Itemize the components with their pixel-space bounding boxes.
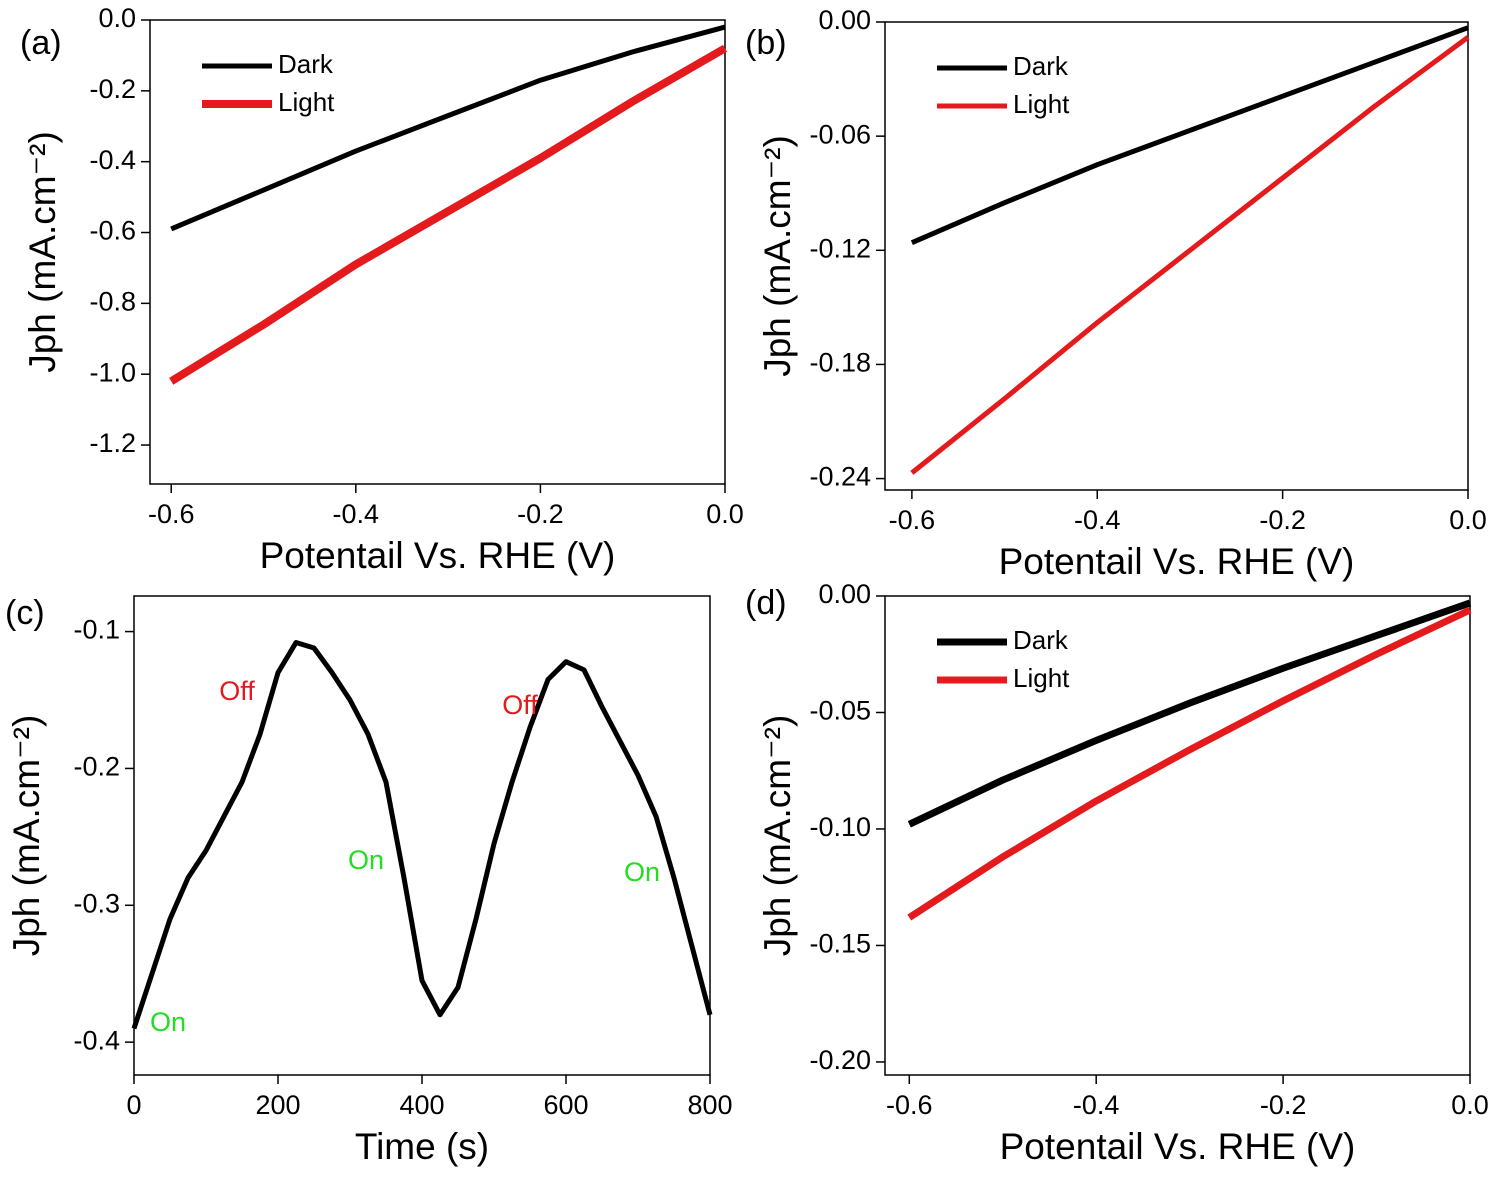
- y-axis-label: Jph (mA.cm⁻²): [22, 131, 63, 373]
- y-tick-label: -0.05: [809, 696, 871, 726]
- legend-label: Dark: [1013, 625, 1069, 655]
- y-tick-label: 0.00: [818, 579, 871, 609]
- annotation: On: [150, 1007, 186, 1037]
- legend-label: Dark: [1013, 51, 1069, 81]
- plot-frame: [884, 21, 1469, 491]
- x-tick-label: -0.2: [1259, 505, 1306, 535]
- annotation: On: [624, 857, 660, 887]
- x-tick-label: 0.0: [1449, 505, 1487, 535]
- y-axis-label: Jph (mA.cm⁻²): [6, 715, 47, 957]
- y-tick-label: -0.20: [809, 1045, 871, 1075]
- x-tick-label: 400: [399, 1090, 444, 1120]
- x-tick-label: -0.6: [148, 499, 195, 529]
- y-tick-label: -0.15: [809, 929, 871, 959]
- x-axis-label: Potentail Vs. RHE (V): [260, 535, 616, 576]
- y-tick-label: -0.12: [809, 233, 871, 263]
- y-axis-label: Jph (mA.cm⁻²): [757, 715, 798, 957]
- x-tick-label: 600: [543, 1090, 588, 1120]
- y-tick-label: -1.0: [89, 357, 136, 387]
- x-tick-label: -0.4: [1074, 505, 1121, 535]
- y-tick-label: -0.24: [809, 462, 871, 492]
- legend-label: Light: [278, 87, 335, 117]
- y-tick-label: 0.00: [818, 5, 871, 35]
- x-tick-label: -0.6: [886, 1090, 933, 1120]
- y-tick-label: -0.8: [89, 286, 136, 316]
- legend-label: Light: [1013, 663, 1070, 693]
- legend-label: Light: [1013, 89, 1070, 119]
- x-tick-label: -0.6: [889, 505, 936, 535]
- y-tick-label: -0.1: [73, 615, 120, 645]
- plot-frame: [133, 595, 711, 1076]
- panel-label: (b): [745, 24, 787, 62]
- panel-label: (d): [745, 584, 787, 622]
- x-tick-label: 0.0: [1451, 1090, 1489, 1120]
- y-tick-label: -0.4: [73, 1025, 120, 1055]
- x-tick-label: 800: [687, 1090, 732, 1120]
- panel-label: (c): [5, 594, 45, 632]
- x-tick-label: -0.2: [517, 499, 564, 529]
- data-line: [131, 640, 713, 1030]
- data-line: [907, 599, 1472, 828]
- y-tick-label: -0.10: [809, 812, 871, 842]
- x-tick-label: -0.4: [333, 499, 380, 529]
- x-tick-label: 0: [126, 1090, 141, 1120]
- panel-label: (a): [20, 24, 62, 62]
- y-tick-label: -0.6: [89, 216, 136, 246]
- x-tick-label: 0.0: [706, 499, 744, 529]
- annotation: On: [348, 845, 384, 875]
- x-axis-label: Potentail Vs. RHE (V): [1000, 1126, 1356, 1167]
- x-axis-label: Potentail Vs. RHE (V): [999, 541, 1355, 582]
- y-tick-label: -0.18: [809, 348, 871, 378]
- data-line: [170, 24, 726, 232]
- y-tick-label: -0.2: [73, 752, 120, 782]
- x-tick-label: 200: [255, 1090, 300, 1120]
- x-tick-label: -0.4: [1073, 1090, 1120, 1120]
- data-line: [910, 25, 1469, 245]
- data-line: [907, 606, 1472, 921]
- y-axis-label: Jph (mA.cm⁻²): [757, 135, 798, 377]
- x-tick-label: -0.2: [1260, 1090, 1307, 1120]
- y-tick-label: 0.0: [98, 3, 136, 33]
- data-line: [910, 35, 1470, 475]
- annotation: Off: [502, 690, 538, 720]
- y-tick-label: -0.06: [809, 119, 871, 149]
- legend-label: Dark: [278, 49, 334, 79]
- y-tick-label: -1.2: [89, 428, 136, 458]
- y-tick-label: -0.2: [89, 74, 136, 104]
- data-line: [169, 44, 727, 385]
- x-axis-label: Time (s): [355, 1126, 489, 1167]
- annotation: Off: [219, 676, 255, 706]
- y-tick-label: -0.4: [89, 145, 136, 175]
- plot-frame: [884, 595, 1471, 1076]
- plot-frame: [149, 19, 726, 485]
- y-tick-label: -0.3: [73, 888, 120, 918]
